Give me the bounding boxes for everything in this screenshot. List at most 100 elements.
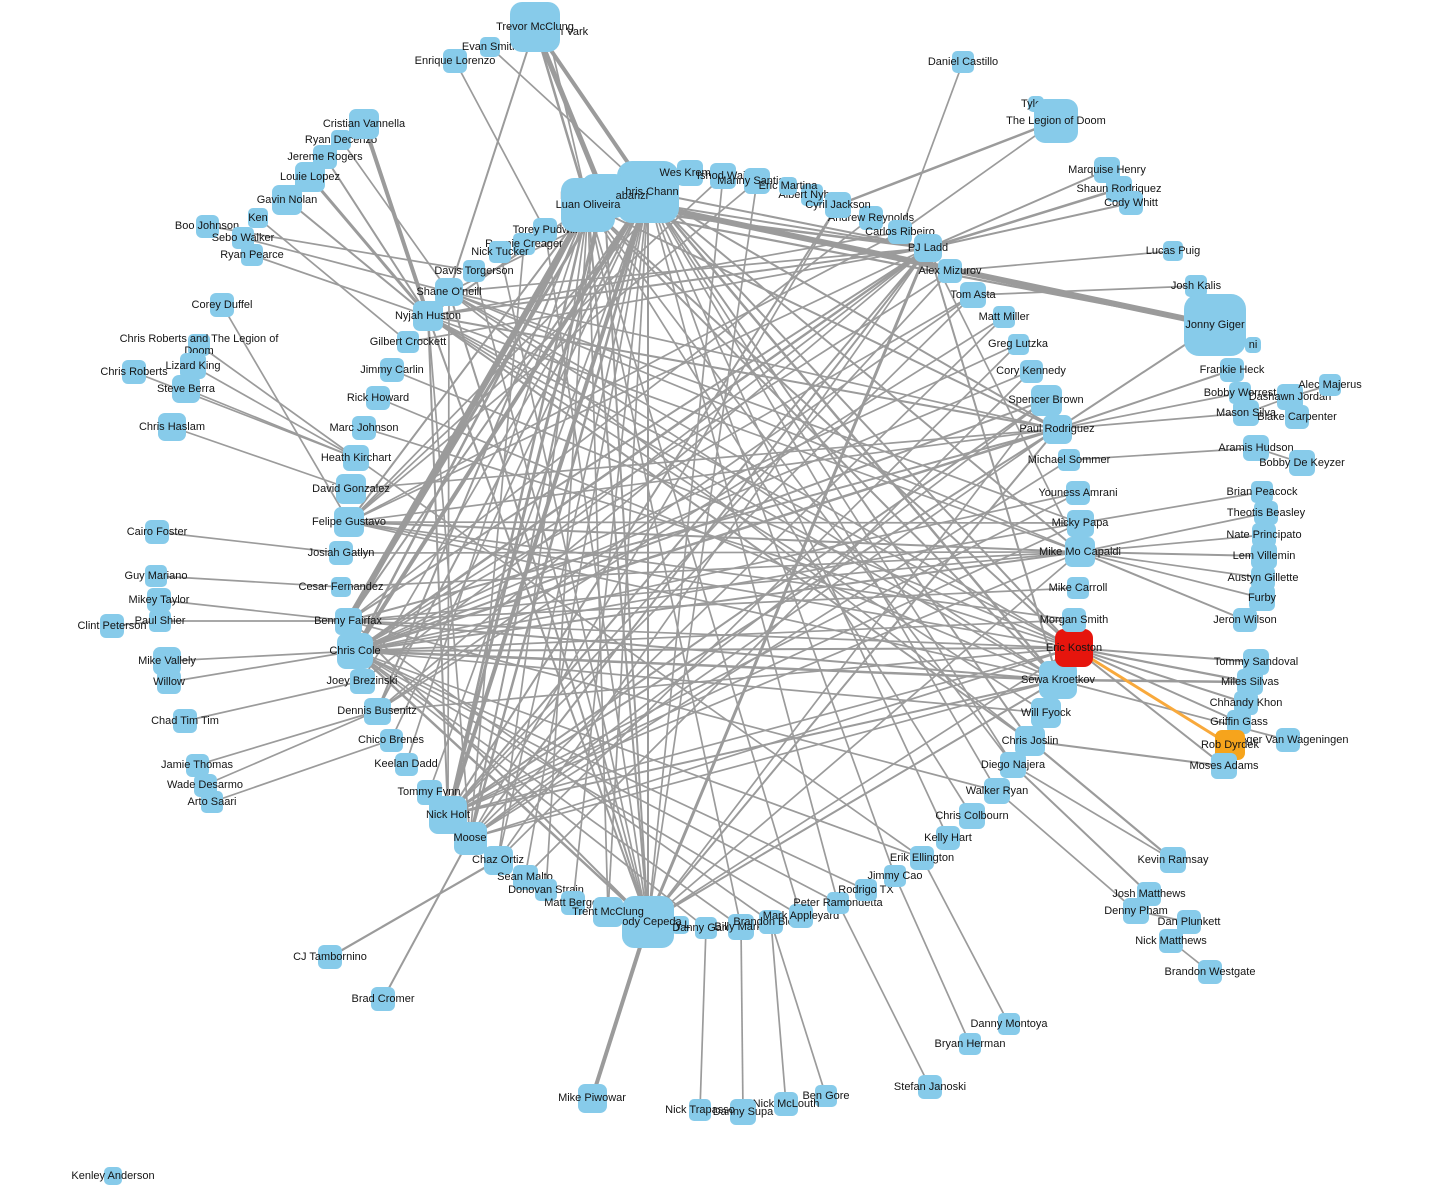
- node-rect-rodrigotx[interactable]: [855, 879, 877, 901]
- node-rect-enrique[interactable]: [443, 49, 467, 73]
- node-rect-dennisb[interactable]: [363, 697, 391, 725]
- node-rect-ericmartina[interactable]: [779, 177, 797, 195]
- node-rect-bryanherman[interactable]: [959, 1033, 981, 1055]
- node-rect-chico[interactable]: [379, 728, 403, 752]
- node-rect-keelan[interactable]: [394, 752, 418, 776]
- node-rect-denny[interactable]: [1123, 898, 1149, 924]
- node-rect-ryanpearce[interactable]: [241, 244, 263, 266]
- node-rect-chadtimtim[interactable]: [173, 709, 197, 733]
- node-rect-trentmc[interactable]: [593, 897, 623, 927]
- node-rect-wade[interactable]: [193, 773, 217, 797]
- node-rect-walkerryan[interactable]: [984, 778, 1010, 804]
- node-rect-trevor[interactable]: [510, 2, 560, 52]
- node-rect-donovan[interactable]: [535, 879, 557, 901]
- node-rect-kellyhart[interactable]: [936, 826, 960, 850]
- node-rect-furby[interactable]: [1249, 585, 1275, 611]
- node-rect-spencer[interactable]: [1030, 384, 1062, 416]
- node-rect-coryk[interactable]: [1019, 359, 1043, 383]
- node-rect-bobbyworrest[interactable]: [1229, 382, 1251, 404]
- node-rect-marcjohnson[interactable]: [352, 416, 376, 440]
- node-rect-brianpeacock[interactable]: [1251, 481, 1273, 503]
- node-rect-ryand[interactable]: [331, 130, 351, 150]
- node-rect-steveberra[interactable]: [172, 375, 200, 403]
- node-rect-trapasso[interactable]: [689, 1099, 711, 1121]
- node-rect-greglutzka[interactable]: [1007, 333, 1029, 355]
- node-rect-youness[interactable]: [1066, 481, 1090, 505]
- node-rect-cristian[interactable]: [349, 109, 379, 139]
- node-rect-ronniecreager[interactable]: [513, 233, 535, 255]
- node-rect-koston[interactable]: [1055, 629, 1093, 667]
- node-rect-moose[interactable]: [453, 821, 487, 855]
- node-rect-prod[interactable]: [1042, 414, 1072, 444]
- node-rect-seanmalto[interactable]: [512, 864, 538, 890]
- node-rect-weskremer[interactable]: [677, 160, 703, 186]
- node-rect-cyril[interactable]: [825, 192, 851, 218]
- node-rect-chann[interactable]: [617, 161, 679, 223]
- node-rect-mclouth[interactable]: [774, 1092, 798, 1116]
- node-rect-mikecarroll[interactable]: [1067, 577, 1089, 599]
- node-rect-micky[interactable]: [1066, 509, 1094, 537]
- node-rect-josiah[interactable]: [329, 541, 353, 565]
- node-rect-janoski[interactable]: [918, 1075, 942, 1099]
- node-rect-montoya[interactable]: [998, 1013, 1020, 1035]
- node-rect-chrisroberts[interactable]: [122, 360, 146, 384]
- node-rect-clint[interactable]: [100, 614, 124, 638]
- node-rect-lucaspuig[interactable]: [1163, 241, 1183, 261]
- node-rect-miles[interactable]: [1237, 669, 1263, 695]
- node-rect-evansmith[interactable]: [480, 37, 500, 57]
- node-rect-jimmycarlin[interactable]: [380, 358, 404, 382]
- node-rect-piwowar[interactable]: [577, 1083, 607, 1113]
- node-rect-tomasta[interactable]: [960, 282, 986, 308]
- node-rect-rickhoward[interactable]: [366, 386, 390, 410]
- node-rect-joshkalis[interactable]: [1185, 275, 1207, 297]
- node-rect-cesar[interactable]: [331, 577, 351, 597]
- node-rect-chaz[interactable]: [483, 845, 513, 875]
- node-rect-mikemo[interactable]: [1065, 537, 1095, 567]
- node-rect-kevinramsay[interactable]: [1160, 847, 1186, 873]
- node-rect-wieger[interactable]: [1276, 728, 1300, 752]
- node-rect-heath[interactable]: [343, 445, 369, 471]
- node-rect-kenley[interactable]: [104, 1167, 122, 1185]
- node-rect-chriscole[interactable]: [337, 633, 373, 669]
- node-rect-danielcastillo[interactable]: [952, 51, 974, 73]
- node-rect-bradcromer[interactable]: [371, 987, 395, 1011]
- node-rect-frankieheck[interactable]: [1220, 358, 1244, 382]
- node-rect-crats[interactable]: [188, 334, 210, 356]
- node-rect-paulshier[interactable]: [149, 610, 171, 632]
- node-rect-chrishaslam[interactable]: [158, 413, 186, 441]
- node-rect-legion[interactable]: [1034, 99, 1078, 143]
- node-rect-colbourn[interactable]: [959, 803, 985, 829]
- node-rect-mattberger[interactable]: [561, 891, 585, 915]
- node-rect-toreypud[interactable]: [533, 218, 557, 242]
- node-rect-joeyb[interactable]: [349, 668, 375, 694]
- node-rect-davidg[interactable]: [336, 474, 366, 504]
- node-rect-cj[interactable]: [318, 945, 342, 969]
- node-rect-albertnyberg[interactable]: [801, 184, 823, 206]
- node-rect-boo[interactable]: [195, 214, 219, 238]
- node-rect-ni[interactable]: [1245, 337, 1261, 353]
- node-rect-giger[interactable]: [1184, 294, 1246, 356]
- node-rect-guymariano[interactable]: [145, 565, 167, 587]
- node-rect-billymarks[interactable]: [728, 914, 754, 940]
- node-rect-cepeda[interactable]: [622, 896, 674, 948]
- node-rect-alec[interactable]: [1319, 374, 1341, 396]
- node-rect-willfyock[interactable]: [1031, 698, 1061, 728]
- node-rect-aramis[interactable]: [1243, 435, 1269, 461]
- node-rect-coreyduffel[interactable]: [210, 293, 234, 317]
- node-rect-mikeytaylor[interactable]: [147, 588, 171, 612]
- node-rect-jimmycao[interactable]: [884, 865, 906, 887]
- node-rect-lizard[interactable]: [180, 353, 206, 379]
- node-rect-lem[interactable]: [1251, 543, 1277, 569]
- node-rect-sewa[interactable]: [1039, 661, 1077, 699]
- node-rect-morgansmith[interactable]: [1062, 608, 1086, 632]
- node-rect-bobbydk[interactable]: [1289, 450, 1315, 476]
- node-rect-theotis[interactable]: [1254, 501, 1278, 525]
- node-rect-codywhitt[interactable]: [1119, 191, 1143, 215]
- node-rect-appleyard[interactable]: [789, 904, 813, 928]
- node-rect-blake[interactable]: [1285, 405, 1309, 429]
- node-rect-masonsilva[interactable]: [1233, 400, 1259, 426]
- node-rect-biebel[interactable]: [759, 910, 783, 934]
- node-rect-nyjah[interactable]: [413, 301, 443, 331]
- node-rect-manny[interactable]: [744, 168, 770, 194]
